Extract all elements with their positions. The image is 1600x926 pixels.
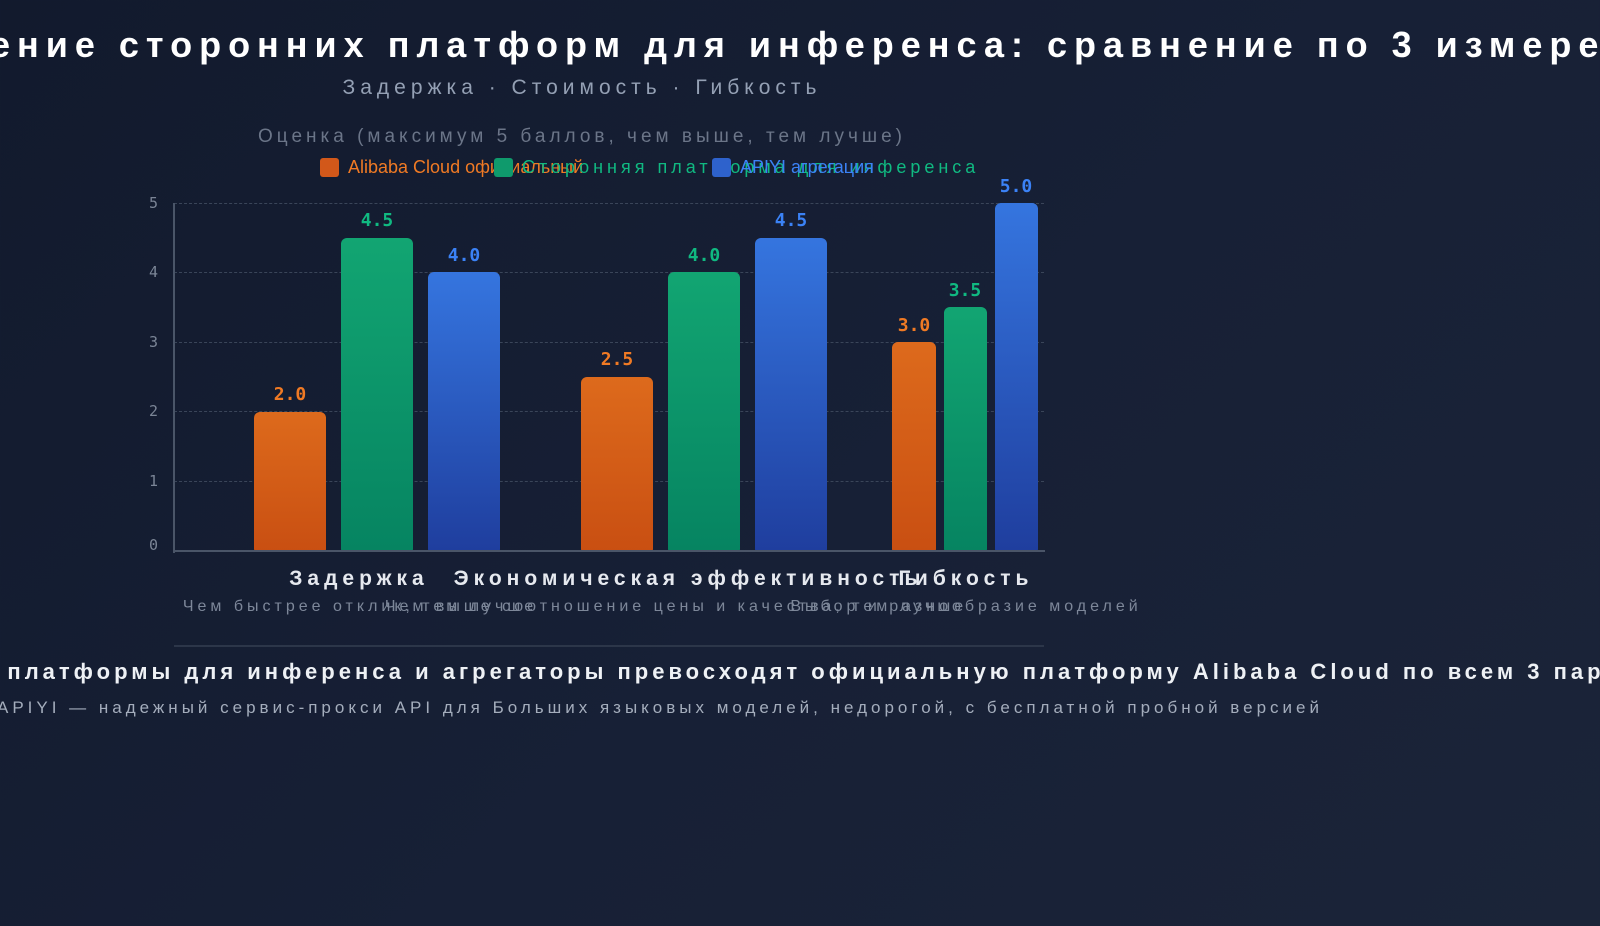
- bar-cost-alibaba: [581, 377, 653, 551]
- y-axis-label: Оценка (максимум 5 баллов, чем выше, тем…: [258, 126, 906, 147]
- y-tick: 3: [148, 333, 158, 351]
- bar-flexibility-alibaba: [892, 342, 936, 551]
- x-axis-line: [173, 550, 1045, 552]
- bar-value: 2.0: [273, 384, 307, 405]
- bar-value: 4.5: [774, 210, 808, 231]
- bar-value: 2.5: [600, 349, 634, 370]
- category-description: Чем выше соотношение цены и качества, те…: [384, 598, 968, 615]
- category-label-cost: Экономическая эффективность: [453, 567, 923, 590]
- legend-swatch-blue: [712, 158, 731, 177]
- bar-cost-third-party: [668, 272, 740, 551]
- bar-latency-alibaba: [254, 412, 326, 551]
- bar-value: 3.5: [948, 280, 982, 301]
- legend-label: APIYI агрегация: [740, 157, 874, 177]
- conclusion-text: Сторонние платформы для инференса и агре…: [0, 659, 1600, 684]
- category-label-latency: Задержка: [289, 567, 429, 590]
- bar-latency-apiyi: [428, 272, 500, 551]
- bar-value: 4.0: [447, 245, 481, 266]
- legend-item-apiyi: APIYI агрегация: [712, 157, 874, 178]
- bar-value: 3.0: [897, 315, 931, 336]
- footer-text: APIYI — надежный сервис-прокси API для Б…: [0, 698, 1323, 717]
- legend-label: Сторонняя платформа для инференса: [522, 157, 980, 177]
- category-label-flexibility: Гибкость: [898, 567, 1034, 590]
- bar-cost-apiyi: [755, 238, 827, 551]
- y-tick: 2: [148, 402, 158, 420]
- legend-label: Alibaba Cloud официальный: [348, 157, 584, 177]
- bar-flexibility-apiyi: [995, 203, 1038, 551]
- legend-swatch-green: [494, 158, 513, 177]
- bar-value: 5.0: [999, 176, 1033, 197]
- category-description: Чем быстрее отклик, тем лучше: [182, 598, 538, 615]
- y-tick: 4: [148, 263, 158, 281]
- gridline-4: [174, 272, 1044, 273]
- legend-item-alibaba: Alibaba Cloud официальный: [320, 157, 583, 178]
- bar-value: 4.5: [360, 210, 394, 231]
- y-tick: 1: [148, 472, 158, 490]
- legend-item-third-party: Сторонняя платформа для инференса: [494, 157, 979, 178]
- gridline-5: [174, 203, 1044, 204]
- chart-subtitle: Задержка · Стоимость · Гибкость: [342, 76, 822, 99]
- y-axis-line: [173, 203, 175, 553]
- category-description: Выбор и разнообразие моделей: [790, 598, 1142, 615]
- y-tick: 0: [148, 536, 158, 554]
- y-tick: 5: [148, 194, 158, 212]
- bar-value: 4.0: [687, 245, 721, 266]
- gridline-3: [174, 342, 1044, 343]
- chart-title: Сравнение сторонних платформ для инферен…: [0, 24, 1600, 65]
- bar-flexibility-third-party: [944, 307, 987, 551]
- divider: [174, 645, 1044, 647]
- bar-latency-third-party: [341, 238, 413, 551]
- legend-swatch-orange: [320, 158, 339, 177]
